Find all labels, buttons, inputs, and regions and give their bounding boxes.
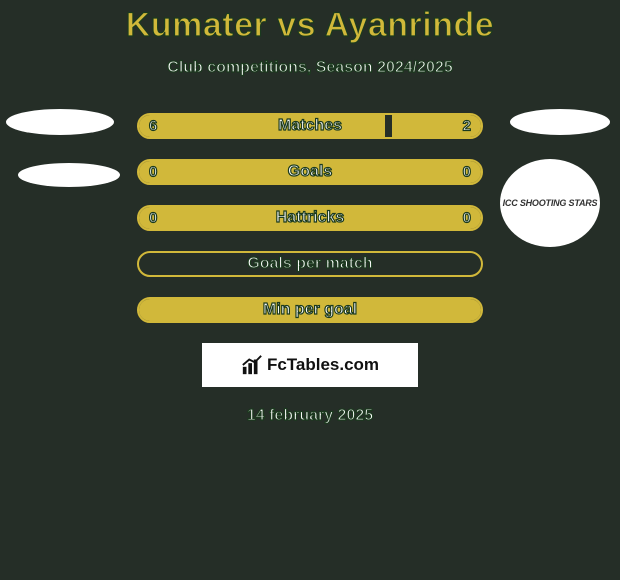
page-title: Kumater vs Ayanrinde	[0, 0, 620, 45]
stat-row-min-per-goal: Min per goal	[137, 297, 483, 323]
bar-chart-icon	[241, 354, 263, 376]
stat-bars: 6 Matches 2 0 Goals 0 0 Hattricks 0	[137, 113, 483, 323]
stat-row-matches: 6 Matches 2	[137, 113, 483, 139]
stat-fill-left	[139, 299, 481, 321]
page-subtitle: Club competitions, Season 2024/2025	[0, 59, 620, 77]
page-root: Kumater vs Ayanrinde Club competitions, …	[0, 0, 620, 580]
stat-row-goals-per-match: Goals per match	[137, 251, 483, 277]
date-text: 14 february 2025	[0, 407, 620, 425]
team-badge-left-1	[6, 109, 114, 135]
team-badge-right-2-label: ICC SHOOTING STARS	[503, 199, 598, 208]
branding-text: FcTables.com	[267, 355, 379, 375]
stat-fill-left	[139, 115, 385, 137]
stat-fill-left	[139, 207, 481, 229]
team-badge-left-2	[18, 163, 120, 187]
stat-row-hattricks: 0 Hattricks 0	[137, 205, 483, 231]
team-badge-right-1	[510, 109, 610, 135]
stat-row-goals: 0 Goals 0	[137, 159, 483, 185]
team-badge-right-2: ICC SHOOTING STARS	[500, 159, 600, 247]
stats-area: ICC SHOOTING STARS 6 Matches 2 0 Goals 0	[0, 113, 620, 425]
stat-fill-right	[392, 115, 481, 137]
branding-box[interactable]: FcTables.com	[202, 343, 418, 387]
stat-label: Goals per match	[139, 255, 481, 273]
stat-fill-left	[139, 161, 481, 183]
